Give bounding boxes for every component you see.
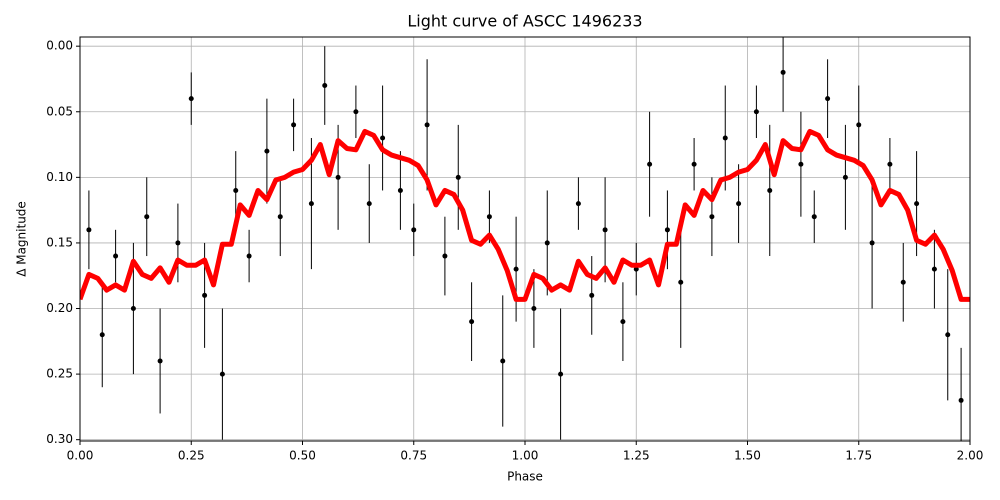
data-point	[531, 306, 537, 312]
data-point	[130, 306, 136, 312]
y-tick-label: 0.05	[46, 104, 73, 118]
plot-area	[80, 37, 970, 441]
data-point	[411, 227, 417, 233]
data-point	[335, 174, 341, 180]
data-point	[188, 96, 194, 102]
data-point	[157, 358, 163, 364]
data-point	[308, 201, 314, 207]
x-tick-label: 0.00	[67, 449, 94, 463]
y-tick-label: 0.30	[46, 432, 73, 446]
y-tick-label: 0.15	[46, 235, 73, 249]
y-axis-label: Δ Magnitude	[15, 201, 29, 277]
data-point	[233, 187, 239, 193]
data-point	[664, 227, 670, 233]
data-point	[722, 135, 728, 141]
data-point	[246, 253, 252, 259]
data-point	[753, 109, 759, 115]
data-point	[99, 332, 105, 338]
data-point	[647, 161, 653, 167]
x-tick-label: 0.50	[289, 449, 316, 463]
data-point	[931, 266, 937, 272]
x-tick-label: 1.50	[734, 449, 761, 463]
y-tick-label: 0.00	[46, 39, 73, 53]
data-point	[914, 201, 920, 207]
data-point	[602, 227, 608, 233]
chart-title: Light curve of ASCC 1496233	[407, 12, 642, 31]
data-point	[322, 83, 328, 89]
data-point	[767, 187, 773, 193]
data-point	[958, 397, 964, 403]
data-point	[175, 240, 181, 246]
fit-line	[80, 128, 970, 302]
data-point	[798, 161, 804, 167]
data-point	[486, 214, 492, 220]
data-point	[780, 69, 786, 75]
data-point	[455, 174, 461, 180]
x-tick-label: 1.00	[512, 449, 539, 463]
data-point	[691, 161, 697, 167]
data-point	[86, 227, 92, 233]
data-point	[842, 174, 848, 180]
data-point	[620, 319, 626, 325]
y-tick-label: 0.20	[46, 301, 73, 315]
data-point	[424, 122, 430, 128]
data-point	[856, 122, 862, 128]
data-point	[589, 292, 595, 298]
x-tick-label: 1.75	[845, 449, 872, 463]
data-point	[380, 135, 386, 141]
x-tick-label: 1.25	[623, 449, 650, 463]
grid	[79, 37, 971, 441]
data-point	[633, 266, 639, 272]
data-point	[811, 214, 817, 220]
data-point	[558, 371, 564, 377]
x-axis-label: Phase	[507, 470, 543, 484]
data-point	[264, 148, 270, 154]
data-point	[353, 109, 359, 115]
data-point	[277, 214, 283, 220]
data-point	[144, 214, 150, 220]
data-point	[202, 292, 208, 298]
data-point	[825, 96, 831, 102]
data-point	[366, 201, 372, 207]
data-point	[736, 201, 742, 207]
data-point	[900, 279, 906, 285]
data-point	[869, 240, 875, 246]
x-tick-label: 0.75	[400, 449, 427, 463]
y-tick-label: 0.25	[46, 367, 73, 381]
data-point	[469, 319, 475, 325]
data-point	[397, 187, 403, 193]
data-point	[544, 240, 550, 246]
x-tick-label: 2.00	[957, 449, 984, 463]
data-point	[887, 161, 893, 167]
data-point	[500, 358, 506, 364]
data-point	[219, 371, 225, 377]
x-tick-label: 0.25	[178, 449, 205, 463]
data-point	[291, 122, 297, 128]
data-point	[575, 201, 581, 207]
data-point	[678, 279, 684, 285]
data-point	[442, 253, 448, 259]
y-tick-label: 0.10	[46, 170, 73, 184]
data-point	[709, 214, 715, 220]
data-point	[945, 332, 951, 338]
data-point	[113, 253, 119, 259]
data-point	[513, 266, 519, 272]
